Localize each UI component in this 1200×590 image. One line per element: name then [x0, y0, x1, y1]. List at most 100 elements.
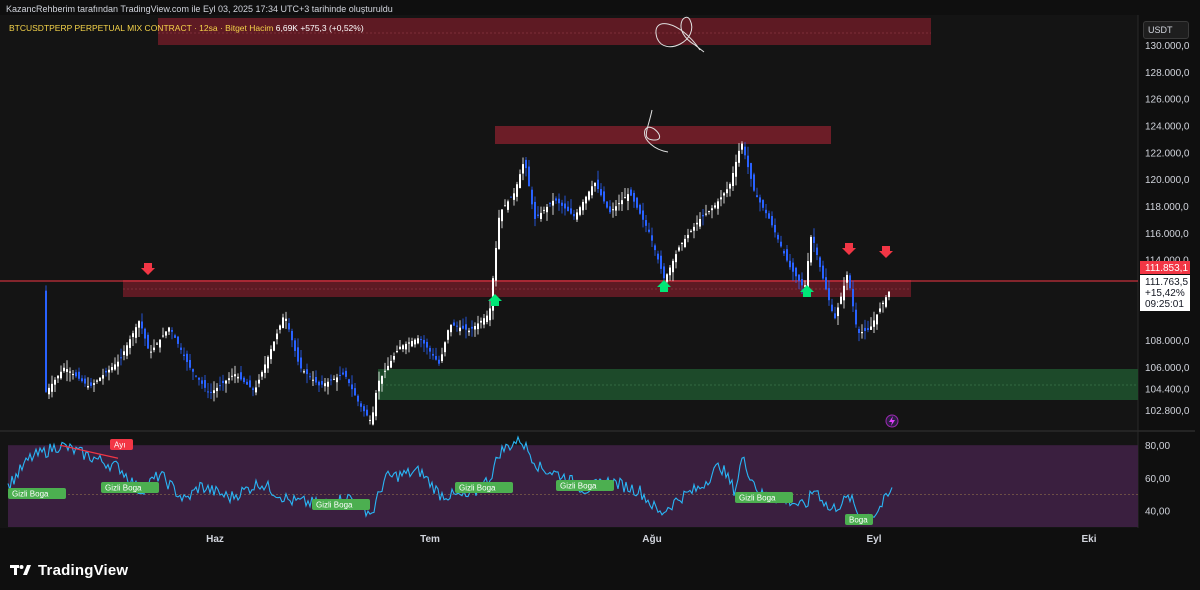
candle-body — [249, 380, 251, 388]
current-price: 111.763,5 — [1145, 277, 1188, 288]
candle-body — [78, 371, 80, 379]
rsi-signal-label: Ayı — [114, 441, 125, 450]
candle-body — [279, 325, 281, 330]
price-pane — [0, 15, 1138, 430]
candle-body — [801, 279, 803, 286]
candle-body — [882, 302, 884, 305]
candle-body — [636, 197, 638, 208]
candle-body — [534, 201, 536, 219]
candle-body — [264, 364, 266, 373]
candle-body — [228, 378, 230, 381]
candle-body — [852, 288, 854, 307]
price-tick-label: 116.000,0 — [1145, 229, 1189, 240]
candle-body — [765, 209, 767, 214]
candle-body — [303, 371, 305, 373]
candle-body — [381, 375, 383, 384]
candle-body — [327, 381, 329, 387]
candle-body — [561, 202, 563, 206]
candle-body — [243, 377, 245, 383]
candle-body — [234, 374, 236, 377]
candle-body — [123, 351, 125, 356]
candle-body — [834, 313, 836, 319]
candle-body — [306, 369, 308, 375]
candle-body — [363, 406, 365, 412]
candle-body — [267, 356, 269, 369]
symbol-legend[interactable]: BTCUSDTPERP PERPETUAL MIX CONTRACT · 12s… — [9, 23, 364, 33]
candle-body — [690, 230, 692, 232]
candle-body — [114, 364, 116, 370]
rsi-signal-label: Gizli Boga — [105, 484, 142, 493]
candle-body — [786, 249, 788, 261]
candle-body — [282, 317, 284, 329]
candle-body — [189, 359, 191, 368]
candle-body — [666, 274, 668, 282]
rsi-signal-label: Gizli Boga — [739, 494, 776, 503]
candle-body — [729, 184, 731, 189]
candle-body — [825, 277, 827, 290]
candle-body — [654, 245, 656, 251]
candle-body — [741, 143, 743, 150]
candle-body — [174, 335, 176, 338]
candle-body — [261, 372, 263, 377]
candle-body — [198, 377, 200, 380]
rsi-signal-badge — [845, 514, 873, 525]
candle-body — [66, 369, 68, 372]
candle-body — [549, 202, 551, 204]
candle-body — [159, 339, 161, 348]
candle-body — [489, 308, 491, 321]
candle-body — [186, 353, 188, 363]
candle-body — [759, 197, 761, 203]
candle-body — [273, 341, 275, 351]
candle-body — [798, 274, 800, 281]
candle-body — [285, 318, 287, 321]
candle-body — [498, 217, 500, 249]
candle-body — [153, 347, 155, 351]
candle-body — [93, 383, 95, 385]
time-tick-label: Eki — [1081, 534, 1096, 545]
price-tick-label: 106.000,0 — [1145, 363, 1190, 374]
candle-body — [846, 274, 848, 283]
candle-body — [711, 208, 713, 211]
candle-body — [537, 214, 539, 216]
rsi-signal-badge — [312, 499, 370, 510]
candle-body — [96, 380, 98, 382]
candle-body — [492, 278, 494, 311]
candle-body — [171, 330, 173, 332]
candle-body — [516, 184, 518, 197]
sell-arrow-marker — [842, 243, 856, 255]
candle-body — [339, 375, 341, 377]
currency-selector[interactable]: USDT — [1143, 21, 1189, 39]
candle-body — [753, 174, 755, 191]
candle-body — [213, 390, 215, 394]
candle-body — [570, 208, 572, 214]
candle-body — [582, 201, 584, 211]
candle-body — [168, 327, 170, 332]
candle-body — [435, 356, 437, 360]
candle-body — [75, 372, 77, 377]
candle-body — [615, 206, 617, 211]
buy-arrow-marker — [657, 280, 671, 292]
candle-body — [777, 234, 779, 240]
candle-body — [126, 345, 128, 356]
tradingview-logo-icon — [10, 565, 31, 575]
candle-body — [117, 361, 119, 367]
candle-body — [444, 342, 446, 353]
rsi-signal-badge — [110, 439, 133, 450]
candle-body — [414, 339, 416, 345]
candle-body — [501, 209, 503, 222]
candle-body — [618, 203, 620, 205]
time-tick-label: Eyl — [866, 534, 881, 545]
rsi-signal-badge — [101, 482, 159, 493]
resistance-zone-ath — [495, 126, 831, 144]
last-price-tag-text: 111.853,1 — [1145, 263, 1188, 274]
rsi-signal-badge — [556, 480, 614, 491]
candle-body — [420, 339, 422, 341]
rsi-line — [7, 435, 893, 523]
candle-body — [813, 236, 815, 243]
candle-body — [351, 384, 353, 390]
candle-body — [849, 275, 851, 289]
tradingview-logo[interactable]: TradingView — [10, 558, 128, 582]
candle-body — [510, 196, 512, 198]
candle-body — [609, 206, 611, 213]
